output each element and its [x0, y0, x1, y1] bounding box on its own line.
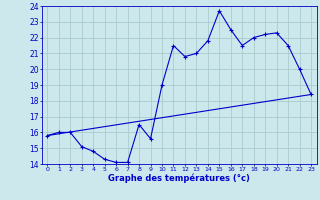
X-axis label: Graphe des températures (°c): Graphe des températures (°c): [108, 173, 250, 183]
